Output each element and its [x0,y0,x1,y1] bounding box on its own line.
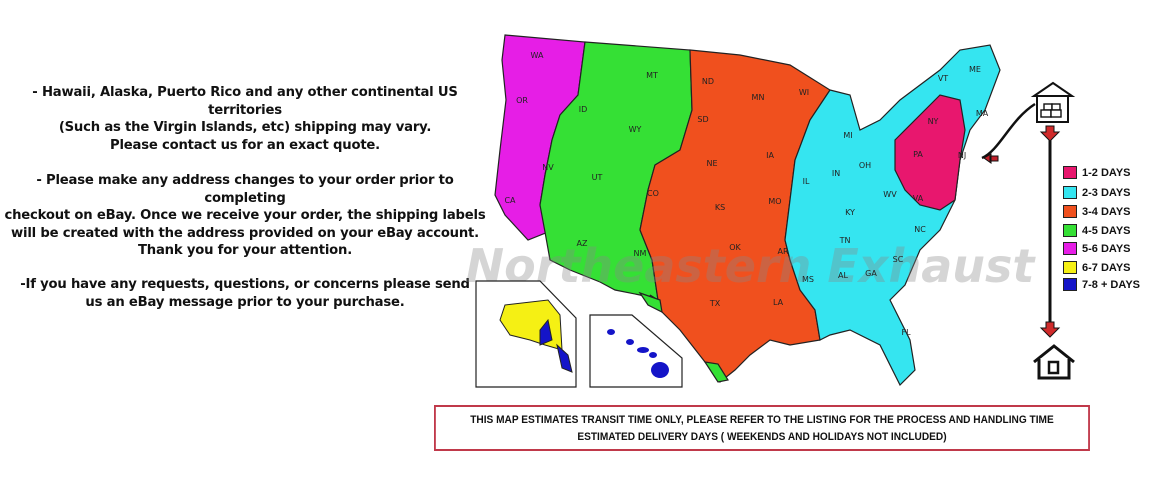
state-label-mo: MO [768,197,781,206]
red-down-arrow-icon [1039,125,1061,142]
state-label-oh: OH [859,161,871,170]
state-label-wa: WA [531,51,544,60]
nj-red-arrow-icon [983,153,999,164]
region-1-2-days [894,94,966,211]
legend-swatch [1063,278,1077,291]
state-label-mi: MI [843,131,852,140]
watermark-logo: Northeastern Exhaust [466,239,1037,293]
red-down-arrow-icon [1039,321,1061,338]
state-label-co: CO [647,189,659,198]
legend-item: 3-4 DAYS [1063,205,1131,218]
state-label-ia: IA [766,151,774,160]
state-label-ga: GA [865,269,877,278]
state-label-ut: UT [592,173,603,182]
alaska-southeast-region [539,318,573,373]
state-label-ar: AR [777,247,788,256]
state-label-ms: MS [802,275,814,284]
transit-notice-box: THIS MAP ESTIMATES TRANSIT TIME ONLY, PL… [434,405,1090,451]
legend-item: 4-5 DAYS [1063,224,1131,237]
state-label-nv: NV [542,163,554,172]
legend-swatch [1063,224,1077,237]
state-label-la: LA [773,298,784,307]
state-label-nm: NM [634,249,647,258]
state-label-ks: KS [715,203,725,212]
state-label-nc: NC [914,225,926,234]
address-changes-note: - Please make any address changes to you… [4,173,486,258]
legend-label: 2-3 DAYS [1082,186,1131,199]
legend-label: 3-4 DAYS [1082,205,1131,218]
legend-item: 2-3 DAYS [1063,186,1131,199]
state-label-in: IN [832,169,840,178]
notice-line-2: ESTIMATED DELIVERY DAYS ( WEEKENDS AND H… [577,431,947,443]
state-label-ny: NY [928,117,939,126]
legend-label: 4-5 DAYS [1082,224,1131,237]
state-label-sc: SC [893,255,904,264]
notice-line-1: THIS MAP ESTIMATES TRANSIT TIME ONLY, PL… [470,414,1054,426]
legend-item: 1-2 DAYS [1063,166,1131,179]
legend-label: 1-2 DAYS [1082,166,1131,179]
state-label-mt: MT [646,71,658,80]
state-label-az: AZ [577,239,588,248]
arrow-to-nj [981,102,1036,160]
state-label-ne: NE [706,159,717,168]
legend-label: 5-6 DAYS [1082,242,1131,255]
state-label-va: VA [913,194,924,203]
state-label-ky: KY [845,208,855,217]
state-label-me: ME [969,65,981,74]
state-label-ma: MA [976,109,989,118]
legend-item: 5-6 DAYS [1063,242,1131,255]
state-label-wy: WY [629,125,642,134]
state-label-fl: FL [901,328,911,337]
state-label-nj: NJ [958,151,966,160]
legend-label: 7-8 + DAYS [1082,278,1140,291]
legend-item: 6-7 DAYS [1063,261,1131,274]
legend-label: 6-7 DAYS [1082,261,1131,274]
state-label-vt: VT [938,74,948,83]
territories-note: - Hawaii, Alaska, Puerto Rico and any ot… [32,85,458,153]
legend-swatch [1063,205,1077,218]
legend-swatch [1063,242,1077,255]
warehouse-icon [1030,81,1076,123]
state-label-sd: SD [697,115,708,124]
state-label-nd: ND [702,77,714,86]
state-label-ok: OK [729,243,741,252]
state-label-tx: TX [709,299,721,308]
legend-swatch [1063,186,1077,199]
state-label-il: IL [803,177,810,186]
house-icon [1033,344,1075,380]
state-label-al: AL [838,271,848,280]
state-label-mn: MN [752,93,765,102]
state-label-or: OR [516,96,528,105]
state-label-wv: WV [883,190,897,199]
region-4-5-days-nm-corner [638,291,663,314]
legend-swatch [1063,261,1077,274]
legend-swatch [1063,166,1077,179]
state-label-id: ID [579,105,588,114]
legend-item: 7-8 + DAYS [1063,278,1140,291]
state-label-tn: TN [839,236,851,245]
state-label-wi: WI [799,88,809,97]
region-4-5-days-tx-tip [703,361,729,383]
hawaii-islands [607,329,669,378]
state-label-ca: CA [504,196,516,205]
hawaii-inset [589,314,683,388]
requests-note: -If you have any requests, questions, or… [20,277,470,310]
state-label-pa: PA [913,150,923,159]
